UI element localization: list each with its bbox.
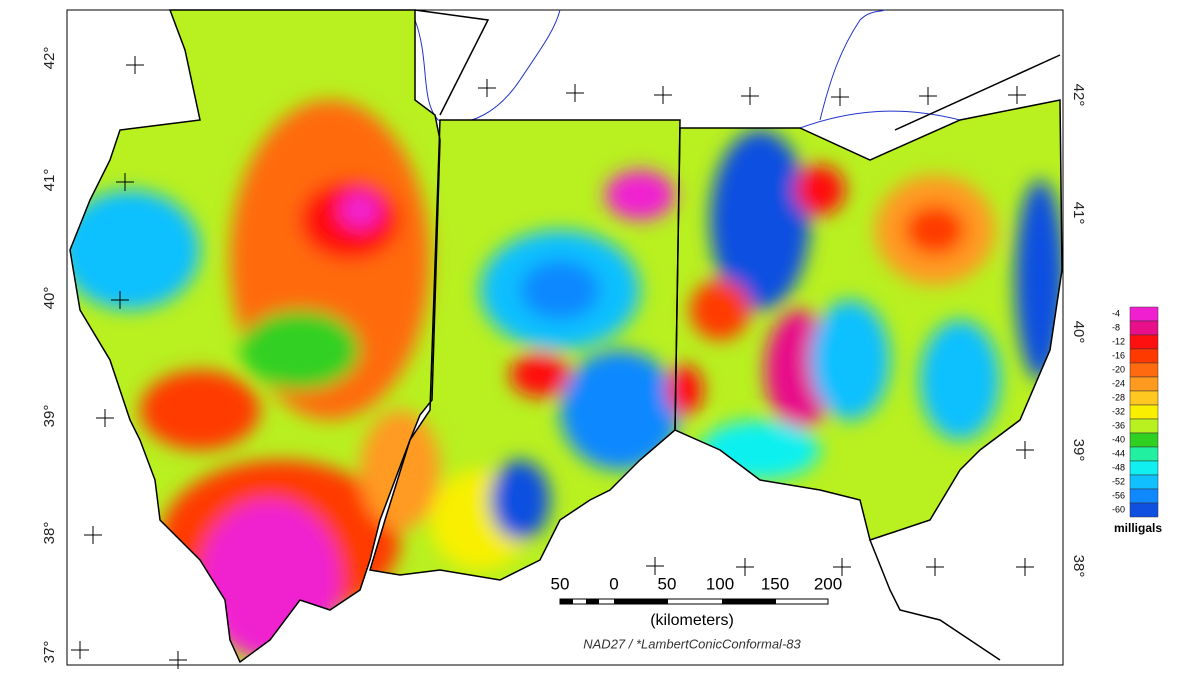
- legend-label: -60: [1112, 504, 1125, 514]
- legend-label: -4: [1112, 308, 1120, 318]
- legend-swatch: [1129, 460, 1159, 476]
- legend-label: -56: [1112, 490, 1125, 500]
- latitude-label: 37°: [41, 641, 58, 664]
- latitude-label: 39°: [41, 405, 58, 428]
- legend-label: -28: [1112, 392, 1125, 402]
- latitude-label: 41°: [1070, 202, 1087, 225]
- latitude-label: 38°: [41, 522, 58, 545]
- state-borders: [69, 9, 1063, 664]
- scale-unit: (kilometers): [650, 612, 734, 629]
- legend-swatch: [1129, 390, 1159, 406]
- scale-label: 200: [814, 574, 842, 593]
- legend-swatch: [1129, 334, 1159, 350]
- legend-label: -44: [1112, 448, 1125, 458]
- legend-label: -12: [1112, 336, 1125, 346]
- latitude-label: 41°: [41, 169, 58, 192]
- projection-note: NAD27 / *LambertConicConformal-83: [583, 636, 801, 651]
- latitude-label: 42°: [41, 47, 58, 70]
- scale-bar: [559, 598, 829, 605]
- legend-swatch: [1129, 404, 1159, 420]
- scale-label: 50: [551, 574, 570, 593]
- latitude-label: 42°: [1070, 84, 1087, 107]
- legend-swatch: [1129, 376, 1159, 392]
- latitude-label: 38°: [1070, 555, 1087, 578]
- latitude-label: 40°: [1070, 321, 1087, 344]
- legend-swatch: [1129, 418, 1159, 434]
- legend-label: -24: [1112, 378, 1125, 388]
- legend-label: -36: [1112, 420, 1125, 430]
- legend-swatch: [1129, 446, 1159, 462]
- legend-label: -48: [1112, 462, 1125, 472]
- legend-swatch: [1129, 432, 1159, 448]
- legend-swatch: [1129, 488, 1159, 504]
- scale-label: 100: [706, 574, 734, 593]
- legend-swatch: [1129, 362, 1159, 378]
- legend-label: -8: [1112, 322, 1120, 332]
- legend-label: -20: [1112, 364, 1125, 374]
- scale-label: 0: [609, 574, 618, 593]
- lake-michigan-erie: [414, 9, 961, 129]
- legend-label: -52: [1112, 476, 1125, 486]
- latitude-label: 40°: [41, 287, 58, 310]
- scale-label: 150: [761, 574, 789, 593]
- state-borders-outside: [414, 9, 1061, 661]
- legend-swatch: [1129, 474, 1159, 490]
- legend-swatch: [1129, 306, 1159, 322]
- latitude-label: 39°: [1070, 439, 1087, 462]
- map-frame: [66, 9, 1064, 666]
- legend-swatch: [1129, 502, 1159, 518]
- scale-label: 50: [658, 574, 677, 593]
- legend-label: -16: [1112, 350, 1125, 360]
- legend-title: milligals: [1114, 521, 1162, 535]
- graticule-crosses: [71, 56, 1034, 669]
- legend-label: -40: [1112, 434, 1125, 444]
- legend-swatch: [1129, 348, 1159, 364]
- legend-swatch: [1129, 320, 1159, 336]
- legend-label: -32: [1112, 406, 1125, 416]
